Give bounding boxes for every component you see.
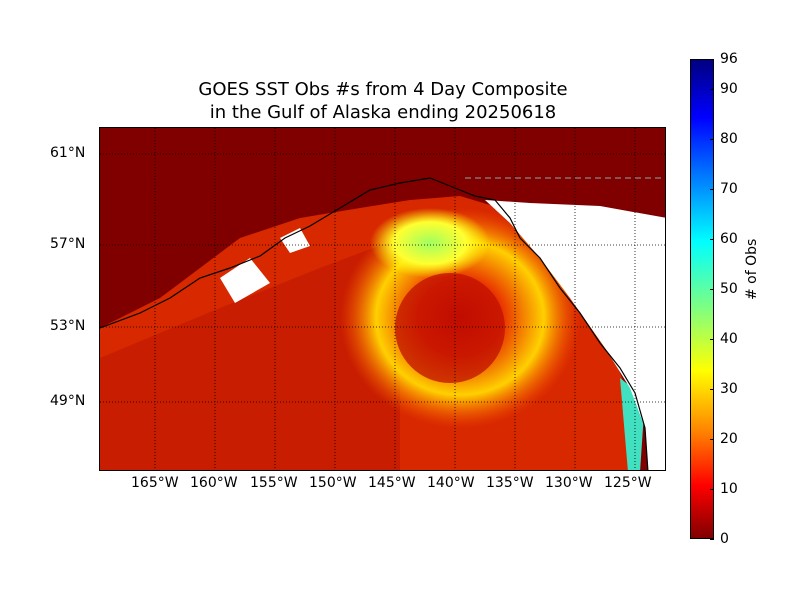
colorbar-tick-label: 90 bbox=[720, 81, 738, 97]
land-nodata bbox=[485, 200, 665, 470]
lon-label-125w: 125°W bbox=[604, 475, 652, 491]
colorbar-tick-label: 0 bbox=[720, 531, 729, 547]
colorbar-tick-mark bbox=[710, 239, 714, 240]
colorbar-tick-label: 50 bbox=[720, 281, 738, 297]
lat-label-57n: 57°N bbox=[50, 236, 86, 252]
lat-label-61n: 61°N bbox=[50, 145, 86, 161]
lat-label-49n: 49°N bbox=[50, 393, 86, 409]
colorbar-tick-label: 40 bbox=[720, 331, 738, 347]
lon-label-130w: 130°W bbox=[545, 475, 593, 491]
colorbar-tick-label: 60 bbox=[720, 231, 738, 247]
colorbar-tick-mark bbox=[710, 439, 714, 440]
colorbar-tick-mark bbox=[710, 89, 714, 90]
colorbar-tick-mark bbox=[710, 189, 714, 190]
colorbar-tick-label: 96 bbox=[720, 51, 738, 67]
lat-label-53n: 53°N bbox=[50, 318, 86, 334]
alaska-nodata-patch bbox=[220, 258, 270, 303]
kenai-nodata-patch bbox=[280, 228, 310, 253]
lon-label-160w: 160°W bbox=[190, 475, 238, 491]
eddy-core bbox=[395, 273, 505, 383]
colorbar-tick-mark bbox=[710, 139, 714, 140]
colorbar-tick-mark bbox=[710, 339, 714, 340]
lon-label-155w: 155°W bbox=[250, 475, 298, 491]
lon-label-145w: 145°W bbox=[368, 475, 416, 491]
colorbar-tick-mark bbox=[710, 59, 714, 60]
colorbar-tick-mark bbox=[710, 289, 714, 290]
sst-map[interactable] bbox=[99, 127, 666, 471]
colorbar-tick-mark bbox=[710, 489, 714, 490]
colorbar-tick-label: 80 bbox=[720, 131, 738, 147]
colorbar-tick-label: 70 bbox=[720, 181, 738, 197]
lon-label-135w: 135°W bbox=[486, 475, 534, 491]
colorbar-tick-mark bbox=[710, 389, 714, 390]
ocean-west-band bbox=[100, 238, 400, 470]
map-title-line-2: in the Gulf of Alaska ending 20250618 bbox=[209, 102, 557, 123]
colorbar-tick-label: 20 bbox=[720, 431, 738, 447]
lon-label-140w: 140°W bbox=[427, 475, 475, 491]
colorbar-tick-mark bbox=[710, 539, 714, 540]
gridlines bbox=[100, 128, 665, 470]
colorbar bbox=[690, 59, 714, 539]
map-title-line-1: GOES SST Obs #s from 4 Day Composite bbox=[198, 79, 568, 100]
colorbar-tick-label: 30 bbox=[720, 381, 738, 397]
colorbar-label: # of Obs bbox=[744, 238, 760, 300]
colorbar-tick-label: 10 bbox=[720, 481, 738, 497]
green-patch bbox=[370, 208, 490, 278]
lon-label-150w: 150°W bbox=[309, 475, 357, 491]
sst-map-canvas bbox=[100, 128, 665, 470]
map-title: GOES SST Obs #s from 4 Day Composite in … bbox=[100, 78, 666, 124]
lon-label-165w: 165°W bbox=[131, 475, 179, 491]
